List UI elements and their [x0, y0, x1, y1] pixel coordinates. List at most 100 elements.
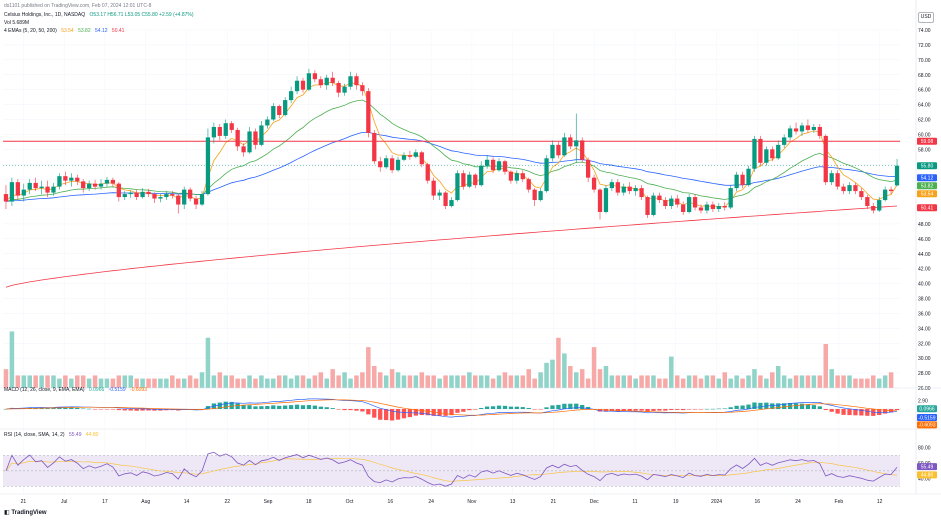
symbol-line: Celsius Holdings, Inc., 1D, NASDAQ O53.1… [4, 12, 197, 18]
macd-histogram-bar [538, 409, 543, 410]
macd-histogram-bar [116, 409, 121, 411]
price-tick-label: 34.00 [918, 326, 931, 332]
volume-bar [823, 344, 829, 388]
macd-legend[interactable]: MACD (12, 26, close, 9, EMA, EMA) 0.0966… [4, 387, 150, 393]
volume-bar [633, 378, 638, 388]
candle-body [413, 152, 418, 157]
candle-body [253, 131, 258, 145]
price-badge [917, 162, 937, 170]
candle-body [229, 123, 234, 130]
volume-bar [57, 378, 62, 388]
volume-bar [425, 375, 430, 388]
volume-bar [490, 378, 496, 388]
volume-bar [811, 375, 817, 388]
macd-histogram-bar [597, 409, 603, 412]
volume-bar [229, 375, 234, 388]
macd-histogram-bar [490, 406, 496, 409]
candle-body [651, 195, 656, 215]
macd-histogram-bar [722, 408, 727, 409]
candle-body [698, 207, 704, 211]
volume-bar [276, 375, 282, 388]
ema200-line [5, 205, 898, 288]
volume-bar [3, 369, 9, 388]
rsi-badge [917, 463, 937, 471]
macd-histogram-bar [45, 408, 50, 409]
candle-body [871, 206, 876, 211]
candle-body [681, 204, 686, 212]
time-tick-label: Nov [467, 499, 476, 505]
symbol-text[interactable]: Celsius Holdings, Inc., 1D, NASDAQ [4, 12, 86, 18]
candle-body [407, 155, 413, 157]
volume-bar [657, 378, 662, 388]
candle-body [27, 182, 32, 190]
candle-body [33, 182, 38, 189]
macd-histogram-bar [621, 409, 626, 412]
macd-histogram-bar [342, 409, 347, 411]
volume-bar [674, 375, 680, 388]
volume-bar [621, 375, 627, 388]
volume-bar [716, 378, 722, 388]
publisher-text: ds1101 published on TradingView.com, Feb… [4, 3, 152, 9]
volume-bar [692, 375, 698, 388]
candle-body [360, 85, 365, 92]
footer-brand[interactable]: ◧ TradingView [4, 509, 47, 516]
ema-legend[interactable]: 4 EMAs (5, 20, 50, 200) 53.54 53.82 54.1… [4, 28, 127, 34]
macd-histogram-bar [253, 406, 258, 409]
volume-bar [116, 375, 122, 388]
time-tick-label: 21 [21, 499, 27, 505]
macd-signal-line [5, 399, 898, 416]
price-badge [917, 137, 937, 145]
candle-body [437, 192, 442, 196]
volume-bar [781, 375, 787, 388]
candle-body [431, 180, 436, 196]
rsi-badge-label: 44.80 [921, 473, 934, 479]
macd-histogram-bar [894, 409, 900, 411]
price-tick-label: 32.00 [918, 341, 931, 347]
macd-histogram-bar [265, 405, 270, 409]
ohlc-text: O53.17 H56.71 L53.05 C55.80 +2.59 (+4.87… [89, 12, 194, 18]
candle-body [556, 144, 561, 156]
volume-bar [758, 375, 763, 388]
volume-bar [597, 369, 603, 388]
macd-histogram-bar [294, 404, 300, 409]
candle-body [817, 126, 822, 136]
macd-histogram-bar [853, 409, 858, 416]
macd-histogram-bar [692, 409, 698, 410]
volume-bar [241, 378, 246, 388]
volume-bar [698, 378, 704, 388]
candle-body [193, 198, 199, 205]
macd-histogram-bar [57, 407, 62, 409]
candle-body [3, 194, 9, 202]
volume-bar [817, 375, 823, 388]
macd-histogram-bar [728, 407, 733, 409]
macd-histogram-bar [859, 409, 864, 416]
candle-body [152, 194, 157, 199]
rsi-legend[interactable]: RSI (14, close, SMA, 14, 2) 55.49 44.80 [4, 432, 101, 438]
macd-histogram-bar [431, 409, 436, 416]
candle-body [663, 200, 668, 207]
volume-bar [508, 375, 514, 388]
candle-body [57, 176, 62, 187]
candle-body [384, 158, 389, 168]
macd-histogram-bar [443, 409, 448, 416]
macd-histogram-bar [366, 409, 371, 415]
candle-body [597, 189, 603, 212]
time-tick-label: 22 [224, 499, 230, 505]
candle-body [182, 189, 187, 205]
price-tick-label: 66.00 [918, 88, 931, 94]
currency-button[interactable]: USD [918, 12, 934, 23]
macd-histogram-bar [318, 406, 323, 409]
price-tick-label: 44.00 [918, 252, 931, 258]
candle-body [562, 137, 567, 156]
ema-title: 4 EMAs (5, 20, 50, 200) [4, 28, 57, 34]
candle-body [841, 186, 846, 192]
macd-histogram-bar [3, 409, 9, 410]
macd-histogram-bar [681, 409, 686, 411]
macd-histogram-bar [627, 409, 632, 411]
volume-bar [455, 375, 460, 388]
macd-histogram-bar [378, 409, 383, 420]
volume-bar [33, 375, 38, 388]
volume-bar [217, 372, 223, 388]
